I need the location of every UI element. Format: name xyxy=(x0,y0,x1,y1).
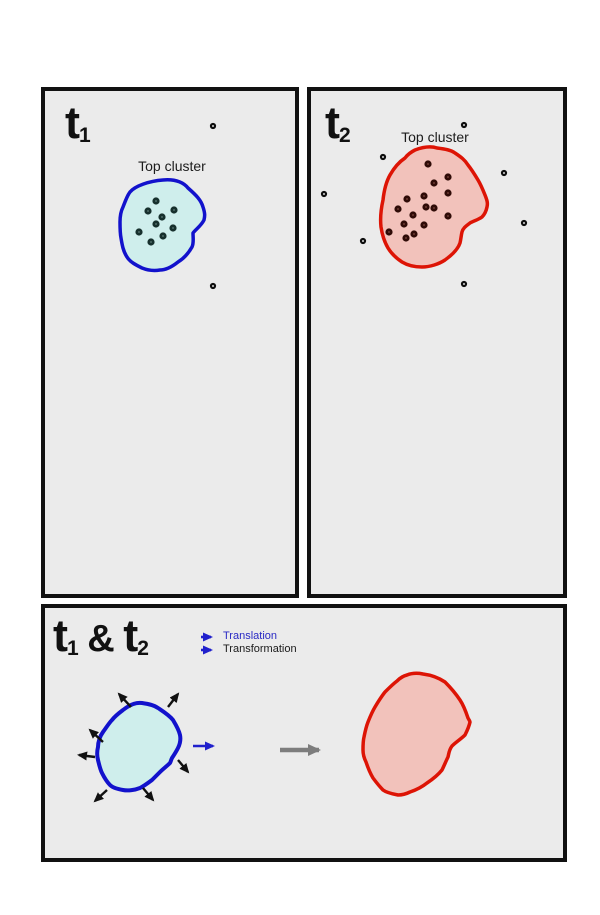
transformation-arrow-icon xyxy=(201,645,213,654)
legend: Translation Transformation xyxy=(199,630,297,656)
t2-cluster-label: Top cluster xyxy=(401,129,469,145)
cluster-dot-center xyxy=(427,163,429,165)
cluster-dot-center xyxy=(172,227,174,229)
panel-combined-canvas xyxy=(77,671,472,803)
cluster-dot-center xyxy=(403,223,405,225)
combined-cyan-blob xyxy=(95,700,183,793)
panel-t2-canvas xyxy=(320,121,528,288)
transformation-arrow xyxy=(142,787,155,802)
cluster-dot-center xyxy=(433,182,435,184)
panel-combined: t1 & t2 Translation Transformation xyxy=(41,604,567,862)
panel-t1-canvas xyxy=(118,122,217,290)
translation-arrow-icon xyxy=(201,632,213,641)
outlier-dot-center xyxy=(362,240,364,242)
cluster-dot-center xyxy=(447,215,449,217)
cluster-dot-center xyxy=(150,241,152,243)
combined-title: t1 & t2 xyxy=(53,610,149,661)
transformation-arrow xyxy=(177,759,190,774)
cluster-dot-center xyxy=(413,233,415,235)
cluster-dot-center xyxy=(388,231,390,233)
cluster-dot-center xyxy=(425,206,427,208)
outlier-dot-center xyxy=(382,156,384,158)
cluster-dot-center xyxy=(423,224,425,226)
cluster-dot-center xyxy=(162,235,164,237)
transformation-arrow xyxy=(77,751,96,761)
outlier-dot-center xyxy=(212,285,214,287)
legend-row-transformation: Transformation xyxy=(199,643,297,656)
t1-cluster-blob xyxy=(118,178,207,273)
transformation-arrow xyxy=(88,728,104,743)
outlier-dot-center xyxy=(463,283,465,285)
cluster-dot-center xyxy=(397,208,399,210)
legend-label-transformation: Transformation xyxy=(223,643,297,655)
cluster-dot-center xyxy=(423,195,425,197)
outlier-dot-center xyxy=(463,124,465,126)
cluster-dot-center xyxy=(433,207,435,209)
cluster-dot-center xyxy=(447,176,449,178)
transformation-arrow xyxy=(117,692,132,708)
transformation-arrow xyxy=(167,692,180,708)
cluster-dot-center xyxy=(138,231,140,233)
panel-t2: t2 Top cluster xyxy=(307,87,567,598)
cluster-dot-center xyxy=(155,223,157,225)
transformation-arrow xyxy=(93,789,108,803)
cluster-dot-center xyxy=(173,209,175,211)
cluster-dot-center xyxy=(405,237,407,239)
combined-pink-blob xyxy=(361,671,472,797)
outlier-dot-center xyxy=(212,125,214,127)
outlier-dot-center xyxy=(503,172,505,174)
cluster-dot-center xyxy=(412,214,414,216)
legend-label-translation: Translation xyxy=(223,630,278,642)
outlier-dot-center xyxy=(323,193,325,195)
cluster-dot-center xyxy=(147,210,149,212)
outlier-dot-center xyxy=(523,222,525,224)
t1-cluster-label: Top cluster xyxy=(138,158,206,174)
legend-row-translation: Translation xyxy=(199,630,297,643)
cluster-dot-center xyxy=(155,200,157,202)
t1-title: t1 xyxy=(65,97,91,148)
cluster-dot-center xyxy=(161,216,163,218)
cluster-dot-center xyxy=(447,192,449,194)
cluster-dot-center xyxy=(406,198,408,200)
panel-t1: t1 Top cluster xyxy=(41,87,299,598)
t2-title: t2 xyxy=(325,97,351,148)
